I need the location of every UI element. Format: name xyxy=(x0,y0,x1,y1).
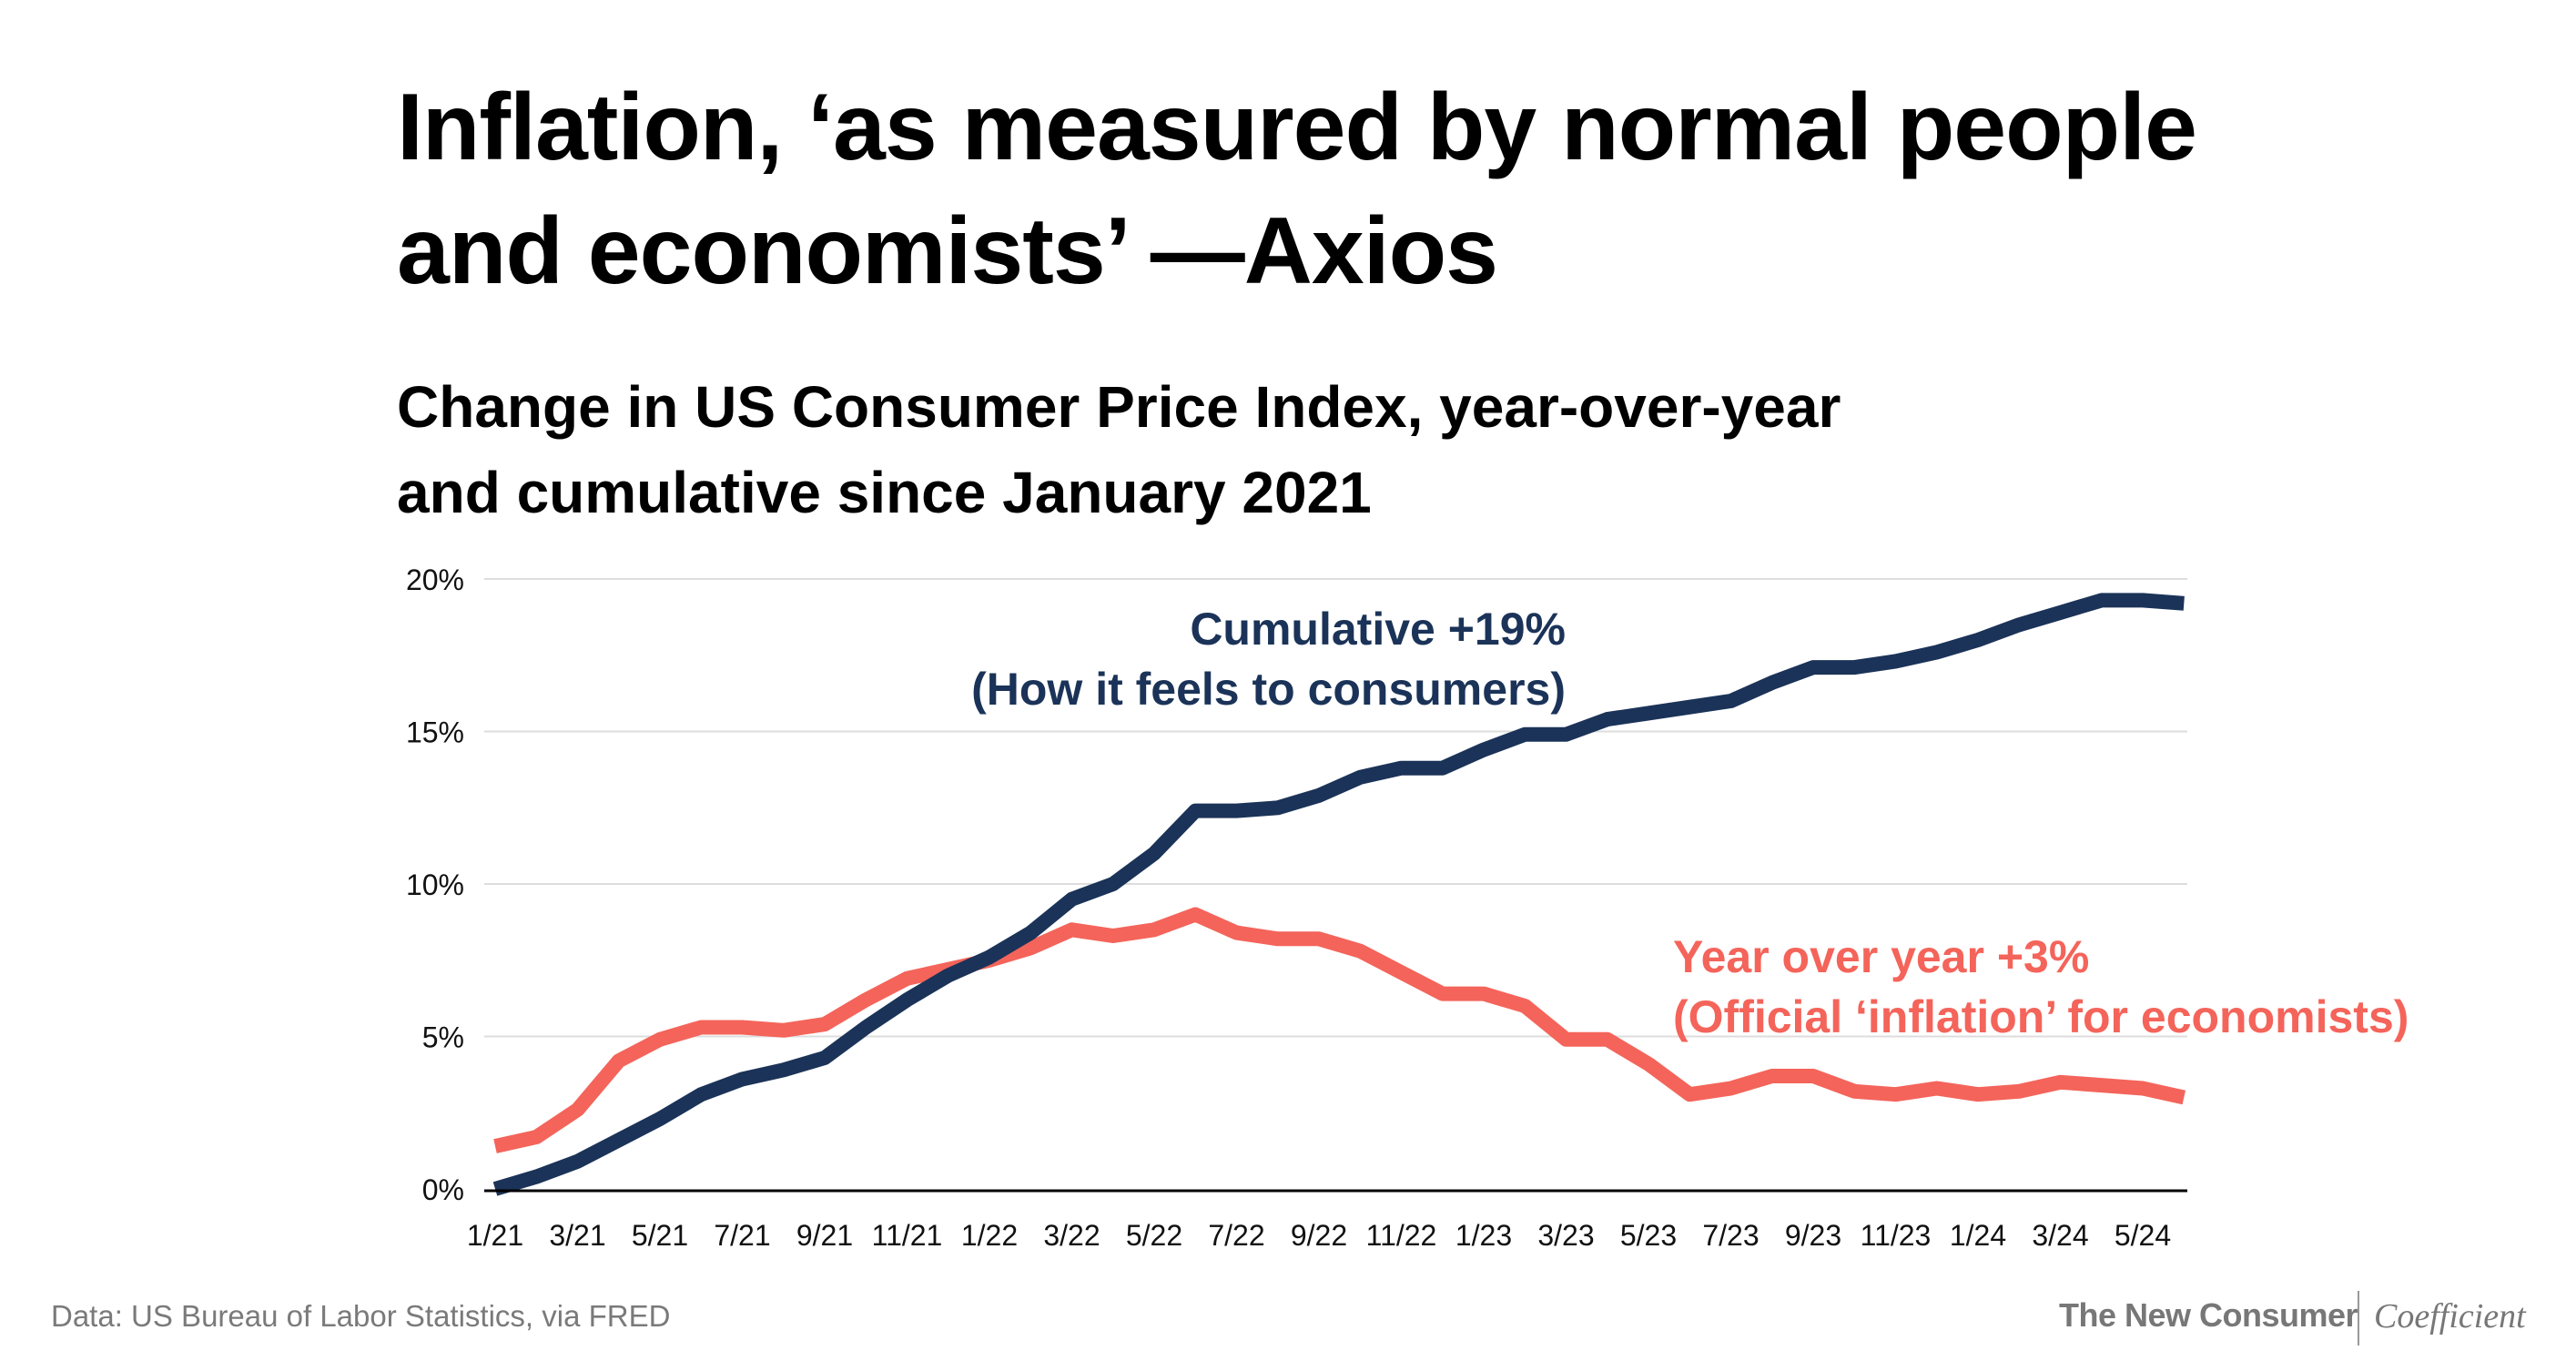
title-line-1: Inflation, ‘as measured by normal people xyxy=(397,75,2197,180)
y-tick-label: 5% xyxy=(422,1021,464,1054)
cumulative-label-line-1: Cumulative +19% xyxy=(1190,604,1566,655)
yoy-line xyxy=(493,907,2186,1153)
cumulative-label-line-2: (How it feels to consumers) xyxy=(971,664,1566,715)
x-tick-label: 1/21 xyxy=(467,1219,523,1252)
chart-title: Inflation, ‘as measured by normal people… xyxy=(397,66,2490,313)
x-tick-label: 5/21 xyxy=(632,1219,688,1252)
x-tick-label: 3/23 xyxy=(1537,1219,1594,1252)
x-tick-label: 1/23 xyxy=(1455,1219,1512,1252)
brand-coefficient: Coefficient xyxy=(2374,1297,2526,1335)
title-line-2: and economists’ —Axios xyxy=(397,198,1498,304)
x-tick-label: 1/24 xyxy=(1950,1219,2006,1252)
x-tick-label: 7/22 xyxy=(1208,1219,1264,1252)
yoy-label-line-1: Year over year +3% xyxy=(1673,931,2089,982)
x-axis-tick-labels: 1/21 3/21 5/21 7/21 9/21 11/21 1/22 3/22 5/22 7/2… xyxy=(467,1219,2171,1252)
x-tick-label: 3/24 xyxy=(2032,1219,2088,1252)
y-axis-tick-labels: 0% 5% 10% 15% 20% xyxy=(406,564,464,1206)
series-lines xyxy=(492,593,2186,1196)
x-tick-label: 3/22 xyxy=(1043,1219,1100,1252)
cumulative-line xyxy=(492,593,2185,1196)
x-tick-label: 9/22 xyxy=(1291,1219,1347,1252)
y-tick-label: 10% xyxy=(406,868,464,901)
x-tick-label: 7/23 xyxy=(1702,1219,1759,1252)
x-tick-label: 1/22 xyxy=(961,1219,1018,1252)
x-tick-label: 3/21 xyxy=(549,1219,605,1252)
y-tick-label: 0% xyxy=(422,1173,464,1206)
x-tick-label: 11/23 xyxy=(1861,1219,1932,1252)
x-tick-label: 9/21 xyxy=(796,1219,853,1252)
x-tick-label: 11/22 xyxy=(1366,1219,1437,1252)
data-source-note: Data: US Bureau of Labor Statistics, via… xyxy=(51,1299,671,1333)
brand-divider xyxy=(2358,1291,2359,1346)
x-tick-label: 5/23 xyxy=(1620,1219,1677,1252)
x-tick-label: 7/21 xyxy=(714,1219,770,1252)
x-tick-label: 9/23 xyxy=(1785,1219,1841,1252)
y-tick-label: 20% xyxy=(406,564,464,596)
series-annotations: Cumulative +19% (How it feels to consume… xyxy=(971,604,2409,1042)
brand-the-new-consumer: The New Consumer xyxy=(2059,1296,2358,1334)
subtitle-line-2: and cumulative since January 2021 xyxy=(397,460,1372,525)
x-tick-label: 5/24 xyxy=(2115,1219,2171,1252)
chart-subtitle: Change in US Consumer Price Index, year-… xyxy=(397,364,2308,535)
x-tick-label: 11/21 xyxy=(872,1219,943,1252)
yoy-label-line-2: (Official ‘inflation’ for economists) xyxy=(1673,991,2409,1042)
x-tick-label: 5/22 xyxy=(1126,1219,1182,1252)
y-tick-label: 15% xyxy=(406,716,464,749)
subtitle-line-1: Change in US Consumer Price Index, year-… xyxy=(397,374,1841,440)
